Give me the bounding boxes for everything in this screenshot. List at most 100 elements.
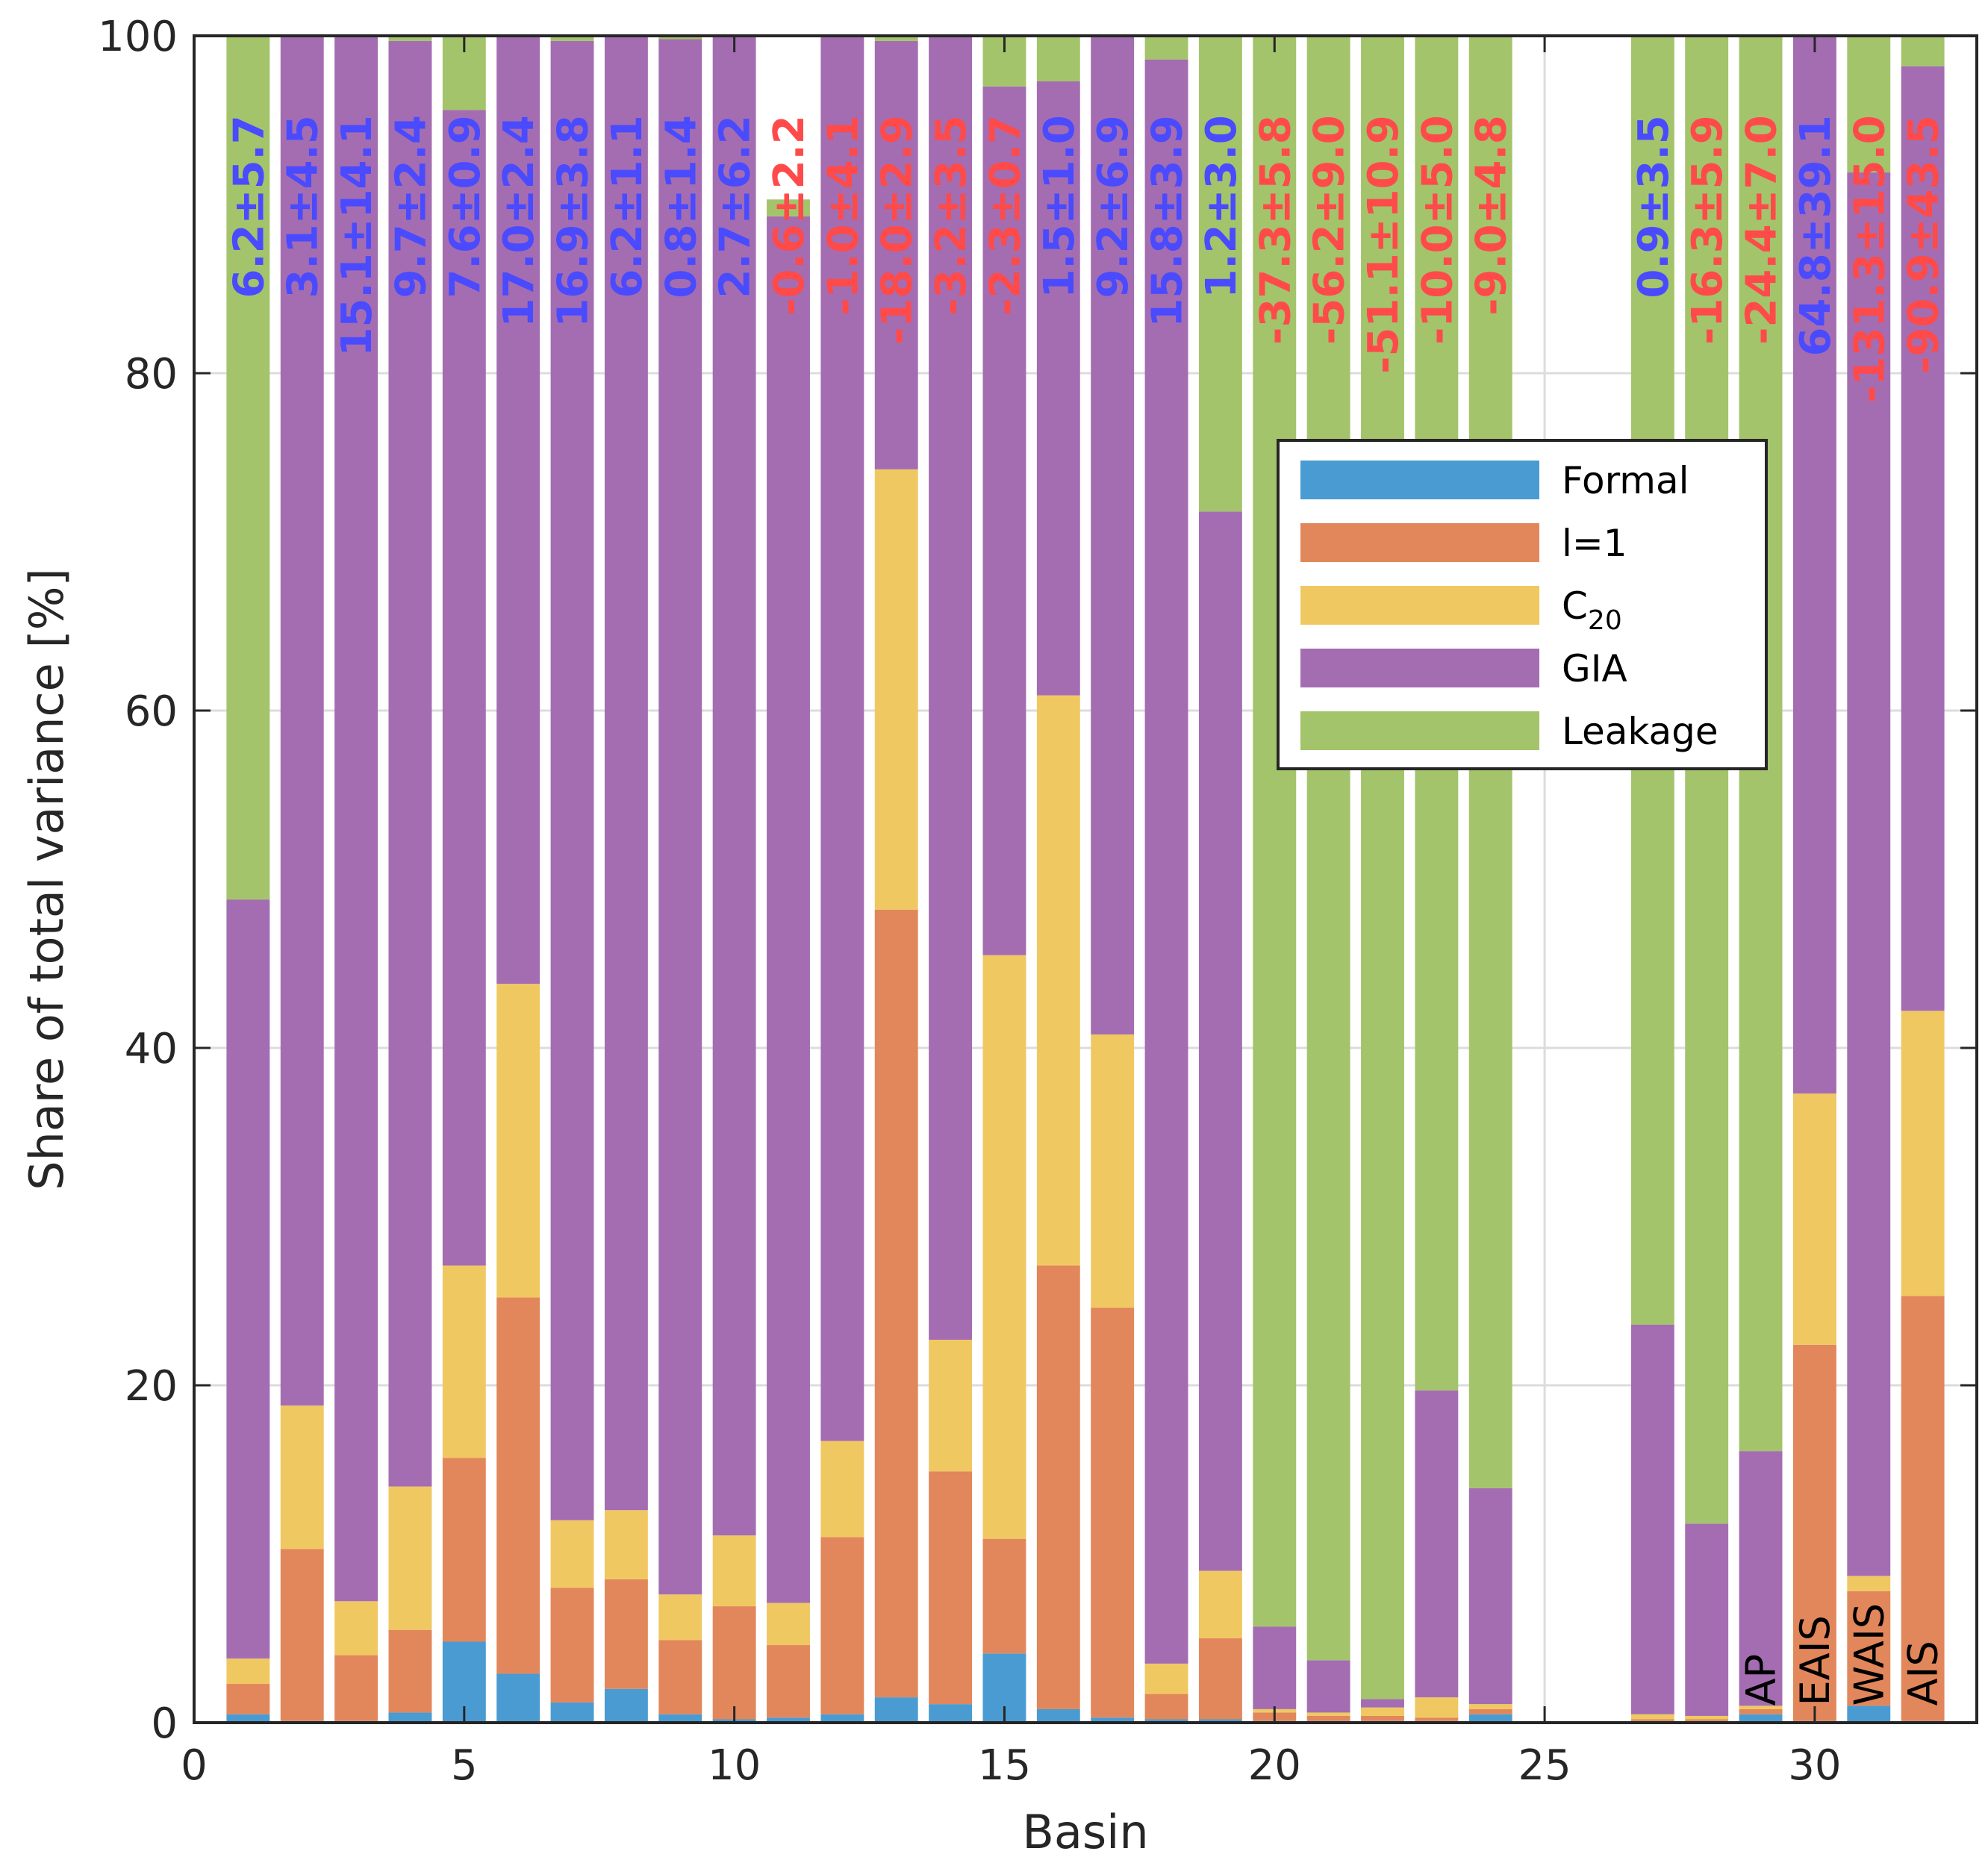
- bar-annotation: -18.0±2.9: [873, 115, 922, 345]
- bar-segment-formal: [874, 1697, 918, 1723]
- bar-annotation: 7.6±0.9: [441, 115, 490, 298]
- legend-swatch: [1300, 461, 1539, 499]
- bar-segment-formal: [1198, 1719, 1242, 1723]
- bar-annotation: 17.0±2.4: [495, 115, 543, 327]
- bar-segment-gia: [226, 899, 270, 1659]
- bar-stack-basin-19: [1198, 36, 1242, 1723]
- bar-annotation: -90.9±43.5: [1900, 115, 1948, 374]
- bar-annotation: -56.2±9.0: [1306, 115, 1354, 345]
- bar-stack-basin-12: [820, 36, 864, 1723]
- bar-segment-l-1: [334, 1655, 378, 1721]
- bar-annotation: -3.2±3.5: [927, 115, 976, 316]
- bar-stack-basin-10: [712, 36, 756, 1723]
- bar-segment-gia: [658, 39, 702, 1595]
- region-label: WAIS: [1845, 1603, 1892, 1706]
- bar-segment-gia: [1253, 1626, 1297, 1709]
- bar-segment-gia: [767, 216, 810, 1603]
- bar-annotation: 0.9±3.5: [1630, 115, 1678, 298]
- bar-stack-basin-7: [550, 36, 594, 1723]
- bar-segment-l-1: [1091, 1308, 1135, 1718]
- bar-stack-basin-5: [442, 36, 486, 1723]
- bar-segment-c-20: [929, 1339, 973, 1472]
- bar-annotation: -51.1±10.9: [1359, 115, 1408, 374]
- bar-segment-l-1: [1306, 1715, 1350, 1721]
- legend-swatch: [1300, 649, 1539, 687]
- bar-segment-gia: [874, 40, 918, 469]
- bar-segment-gia: [1144, 59, 1188, 1664]
- bar-segment-formal: [767, 1717, 810, 1723]
- bar-segment-leakage: [1361, 36, 1404, 1700]
- bar-annotation: 15.1±14.1: [333, 115, 381, 356]
- bar-segment-l-1: [1847, 1591, 1891, 1706]
- region-labels: AP EAIS WAIS AIS: [1738, 1603, 1947, 1706]
- bar-segment-leakage: [1847, 36, 1891, 173]
- x-tick-label: 10: [708, 1741, 761, 1790]
- bar-segment-gia: [712, 36, 756, 1536]
- bar-annotation: 6.2±1.1: [603, 115, 652, 298]
- bar-segment-formal: [1036, 1708, 1080, 1723]
- bar-segment-gia: [388, 40, 432, 1487]
- bar-segment-l-1: [1198, 1638, 1242, 1720]
- bar-segment-formal: [1847, 1705, 1891, 1723]
- bar-annotation: -1.0±4.1: [819, 115, 867, 316]
- plot-frame: [193, 34, 1978, 1724]
- legend-label-subscript: 20: [1588, 605, 1622, 636]
- legend-swatch: [1300, 711, 1539, 750]
- x-axis-label: Basin: [1022, 1805, 1148, 1859]
- bar-segment-c-20: [1036, 695, 1080, 1266]
- bar-segment-formal: [1739, 1714, 1783, 1723]
- bar-segment-l-1: [1901, 1296, 1945, 1721]
- bar-segment-gia: [1901, 66, 1945, 1011]
- bar-stack-basin-1: [226, 36, 270, 1723]
- bar-segment-c-20: [226, 1658, 270, 1685]
- bar-segment-formal: [550, 1702, 594, 1723]
- bar-segment-c-20: [1144, 1663, 1188, 1694]
- bar-annotation: -37.3±5.8: [1251, 115, 1300, 345]
- bar-annotation: -9.0±4.8: [1468, 115, 1516, 316]
- bar-segment-c-20: [388, 1486, 432, 1630]
- bar-segment-l-1: [604, 1579, 648, 1689]
- bar-segment-leakage: [658, 36, 702, 40]
- legend-item: Formal: [1300, 459, 1689, 502]
- bar-segment-l-1: [226, 1684, 270, 1714]
- bar-annotation: 6.2±5.7: [225, 115, 273, 298]
- bar-stack-basin-30: [1792, 36, 1836, 1723]
- bar-annotation: 0.8±1.4: [657, 115, 705, 298]
- y-axis-label: Share of total variance [%]: [19, 568, 74, 1190]
- bar-segment-c-20: [280, 1405, 324, 1550]
- bar-stack-basin-15: [982, 36, 1026, 1723]
- x-tick-label: 15: [978, 1741, 1031, 1790]
- bar-stack-basin-16: [1036, 36, 1080, 1723]
- bar-segment-c-20: [767, 1602, 810, 1646]
- bar-segment-leakage: [1036, 36, 1080, 82]
- bar-segment-leakage: [767, 199, 810, 216]
- bar-segment-leakage: [1901, 36, 1945, 66]
- bar-segment-c-20: [1091, 1034, 1135, 1308]
- bar-segment-c-20: [658, 1594, 702, 1641]
- region-label: EAIS: [1792, 1615, 1839, 1705]
- bar-segment-gia: [1685, 1523, 1729, 1716]
- bar-segment-formal: [388, 1712, 432, 1723]
- bar-segment-c-20: [1630, 1714, 1674, 1720]
- bar-segment-c-20: [1198, 1570, 1242, 1638]
- bar-segment-gia: [604, 36, 648, 1511]
- bar-segment-gia: [1091, 36, 1135, 1034]
- bar-segment-c-20: [604, 1510, 648, 1579]
- bar-segment-l-1: [550, 1588, 594, 1703]
- bar-segment-leakage: [1306, 36, 1350, 1661]
- bar-segment-l-1: [1630, 1719, 1674, 1721]
- bar-segment-l-1: [712, 1606, 756, 1720]
- bar-segment-gia: [1847, 172, 1891, 1576]
- bar-segment-gia: [1198, 511, 1242, 1571]
- region-label: AIS: [1900, 1641, 1947, 1705]
- bar-segment-l-1: [496, 1297, 540, 1674]
- bar-segment-formal: [929, 1704, 973, 1723]
- bar-segment-leakage: [388, 36, 432, 41]
- y-tick-label: 100: [98, 13, 178, 61]
- bar-stack-basin-20: [1253, 36, 1297, 1723]
- x-tick-label: 0: [181, 1741, 208, 1790]
- legend-label: Formal: [1562, 459, 1689, 502]
- bar-segment-c-20: [1847, 1576, 1891, 1591]
